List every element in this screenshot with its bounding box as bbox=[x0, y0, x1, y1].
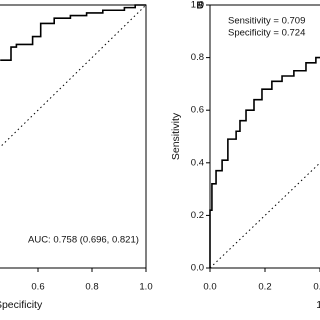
annotation: AUC: 0.758 (0.696, 0.821) bbox=[28, 235, 139, 246]
x-tick-label: 0.2 bbox=[258, 282, 271, 293]
y-tick-label: 0.2 bbox=[191, 210, 204, 221]
y-axis-label: Sensitivity bbox=[170, 112, 182, 160]
y-tick-label: 0.6 bbox=[191, 105, 204, 116]
x-tick-label: 0.6 bbox=[31, 282, 44, 293]
y-tick-label: 0.4 bbox=[191, 157, 204, 168]
y-tick-label: 1.0 bbox=[191, 0, 204, 11]
plot-frame bbox=[0, 4, 147, 269]
roc-curve bbox=[209, 56, 320, 268]
x-axis-label: 1 - Specificity bbox=[316, 299, 320, 311]
roc-curve bbox=[0, 4, 146, 62]
panel-label: B bbox=[196, 1, 203, 12]
x-tick-label: 1.0 bbox=[139, 282, 152, 293]
annotation: Sensitivity = 0.709 bbox=[228, 16, 305, 27]
x-tick-label: 0.4 bbox=[313, 282, 320, 293]
reference-diagonal bbox=[209, 162, 320, 269]
plot-frame bbox=[209, 4, 320, 269]
x-axis-label: 1 - Specificity bbox=[0, 299, 43, 311]
annotation: Specificity = 0.724 bbox=[228, 28, 305, 39]
x-tick-label: 0.8 bbox=[85, 282, 98, 293]
y-tick-label: 0.8 bbox=[191, 52, 204, 63]
y-tick-label: 0.0 bbox=[191, 263, 204, 274]
x-tick-label: 0.0 bbox=[203, 282, 216, 293]
